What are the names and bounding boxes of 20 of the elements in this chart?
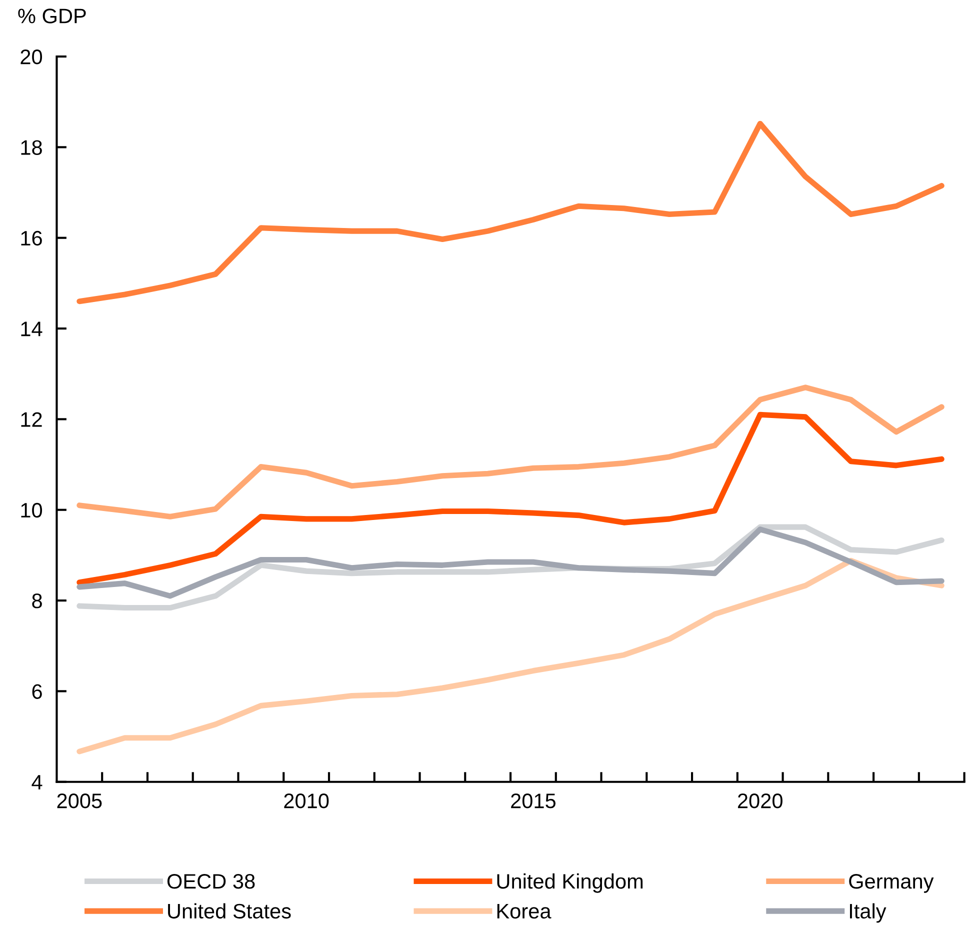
- legend-label: OECD 38: [167, 874, 255, 889]
- y-axis-title: % GDP: [18, 8, 86, 24]
- legend-label: Italy: [850, 903, 886, 923]
- y-tick-label: 18: [21, 140, 42, 155]
- y-tick-label: 6: [32, 684, 42, 699]
- x-tick-label: 2005: [57, 794, 102, 808]
- y-tick-label: 4: [32, 775, 42, 790]
- legend-label: United Kingdom: [497, 873, 643, 893]
- y-tick-label: 14: [21, 322, 42, 336]
- legend-label: Germany: [849, 874, 934, 893]
- y-tick-label: 12: [21, 412, 42, 427]
- y-tick-label: 8: [32, 594, 42, 608]
- legend-label: Korea: [497, 904, 552, 919]
- y-tick-label: 16: [21, 230, 42, 246]
- y-tick-label: 10: [21, 502, 42, 518]
- legend-label: United States: [168, 903, 291, 919]
- y-tick-label: 20: [20, 50, 42, 64]
- x-tick-label: 2020: [738, 794, 782, 808]
- x-tick-label: 2015: [511, 794, 556, 808]
- x-tick-label: 2010: [284, 794, 329, 808]
